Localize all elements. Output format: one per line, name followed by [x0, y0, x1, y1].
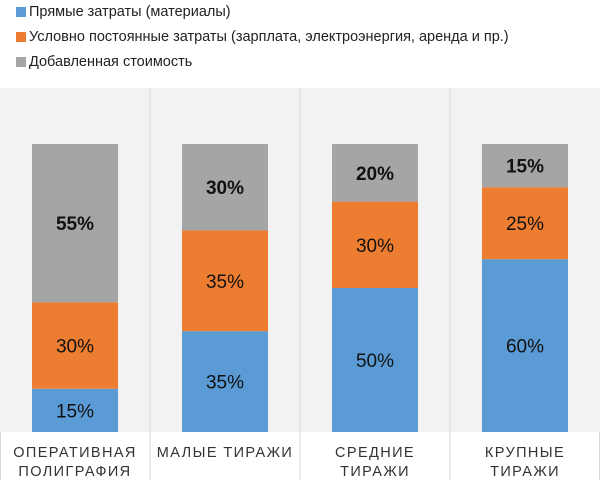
legend-label-added-value: Добавленная стоимость	[29, 54, 193, 70]
bar-segment-2-series-2	[182, 230, 268, 332]
category-label-3-line-1: СРЕДНИЕ	[335, 445, 415, 461]
bar-segment-3-series-2	[332, 201, 418, 288]
data-label-3-series-1: 50%	[356, 351, 394, 372]
data-label-4-series-3: 15%	[506, 157, 544, 178]
bar-segment-2-series-3	[182, 144, 268, 231]
legend: Прямые затраты (материалы) Условно посто…	[16, 0, 596, 75]
category-label-3-line-2: ТИРАЖИ	[340, 464, 410, 480]
legend-label-direct-costs: Прямые затраты (материалы)	[29, 4, 231, 20]
legend-label-fixed-costs: Условно постоянные затраты (зарплата, эл…	[29, 29, 509, 45]
data-label-2-series-1: 35%	[206, 373, 244, 394]
legend-item-fixed-costs: Условно постоянные затраты (зарплата, эл…	[16, 25, 596, 50]
bar-segment-3-series-1	[332, 288, 418, 432]
bar-segment-4-series-1	[482, 259, 568, 432]
bar-segment-4-series-3	[482, 144, 568, 188]
legend-swatch-fixed-costs	[16, 32, 26, 42]
data-label-1-series-3: 55%	[56, 214, 94, 235]
legend-swatch-added-value	[16, 57, 26, 67]
data-label-4-series-2: 25%	[506, 214, 544, 235]
bar-segment-1-series-2	[32, 302, 118, 389]
data-label-3-series-3: 20%	[356, 164, 394, 185]
bar-segment-4-series-2	[482, 187, 568, 260]
category-label-4-line-1: КРУПНЫЕ	[485, 445, 565, 461]
bar-segment-3-series-3	[332, 144, 418, 202]
legend-item-direct-costs: Прямые затраты (материалы)	[16, 0, 596, 25]
category-label-1-line-2: ПОЛИГРАФИЯ	[18, 464, 131, 480]
data-label-3-series-2: 30%	[356, 236, 394, 257]
bar-segment-1-series-3	[32, 144, 118, 303]
legend-item-added-value: Добавленная стоимость	[16, 50, 596, 75]
legend-swatch-direct-costs	[16, 7, 26, 17]
data-label-2-series-2: 35%	[206, 272, 244, 293]
bar-segment-2-series-1	[182, 331, 268, 432]
data-label-1-series-2: 30%	[56, 337, 94, 358]
category-label-2-line-1: МАЛЫЕ ТИРАЖИ	[157, 445, 293, 461]
data-label-2-series-3: 30%	[206, 178, 244, 199]
category-label-1-line-1: ОПЕРАТИВНАЯ	[13, 445, 137, 461]
data-label-1-series-1: 15%	[56, 401, 94, 422]
bar-segment-1-series-1	[32, 388, 118, 432]
data-label-4-series-1: 60%	[506, 337, 544, 358]
category-label-4-line-2: ТИРАЖИ	[490, 464, 560, 480]
